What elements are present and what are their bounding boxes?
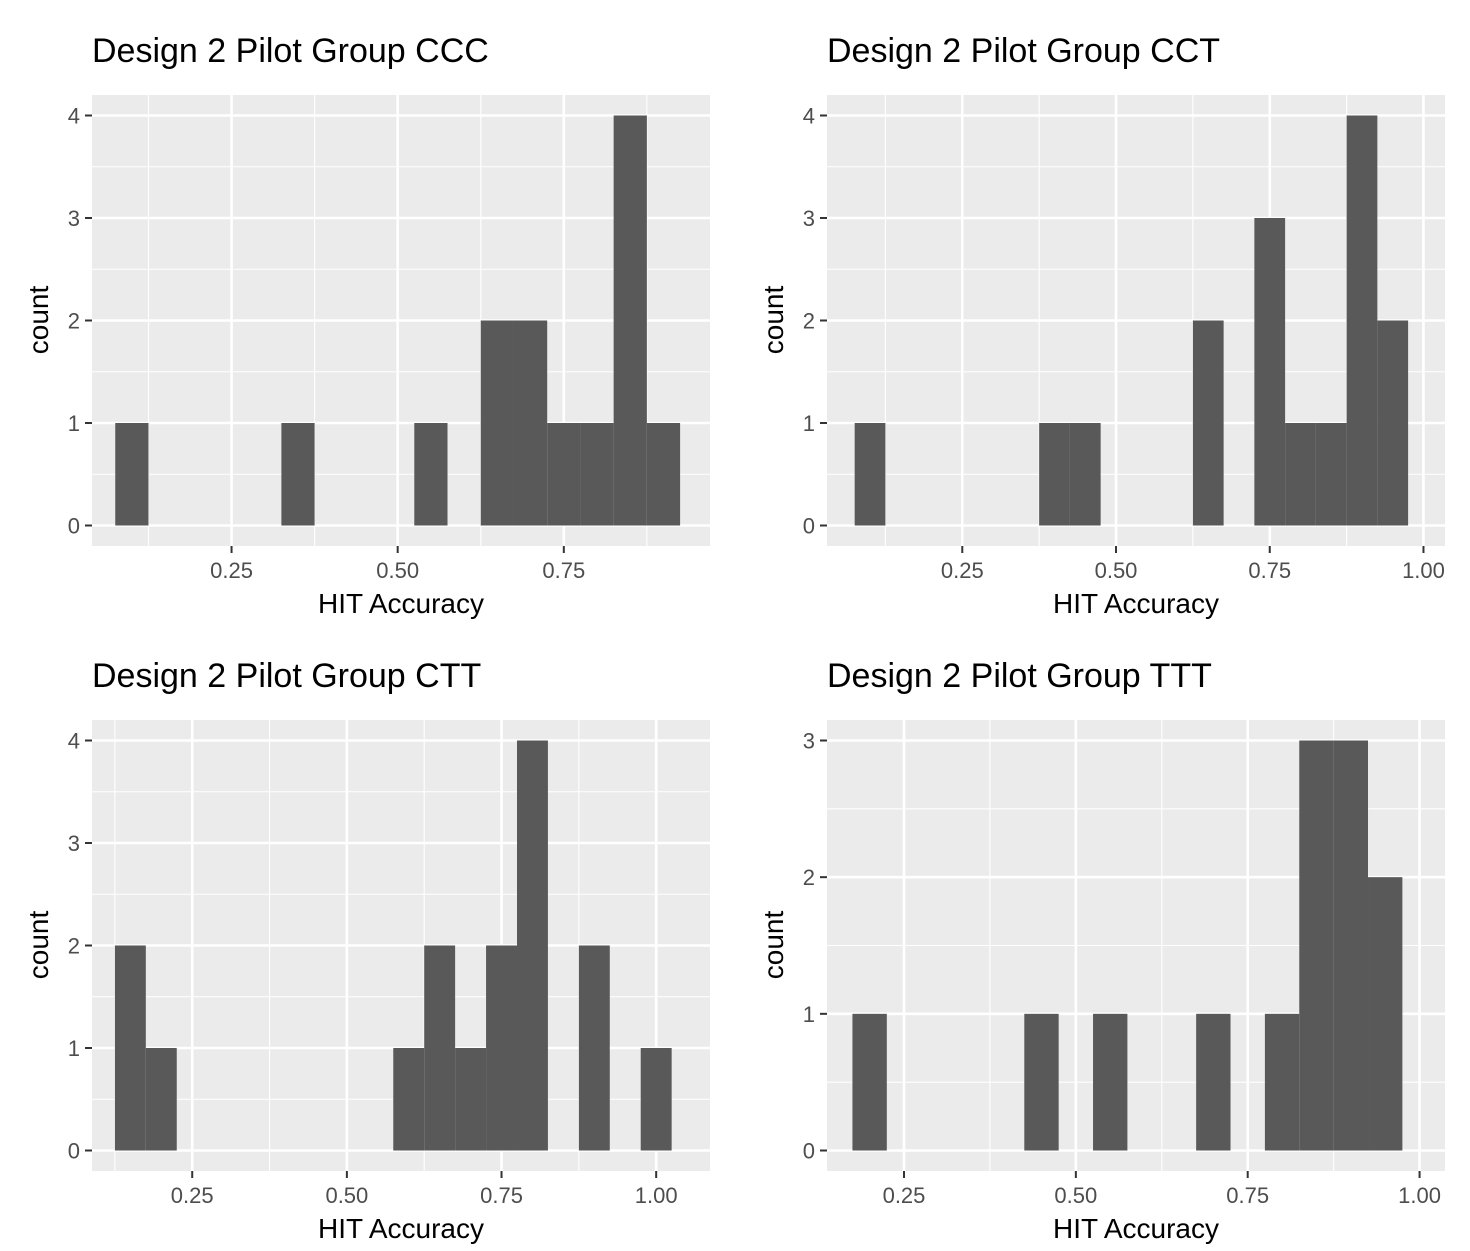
- x-axis-label: HIT Accuracy: [1053, 588, 1219, 619]
- x-tick-label: 0.25: [941, 558, 984, 583]
- y-axis-label: count: [23, 910, 54, 980]
- y-tick-label: 0: [803, 1139, 815, 1164]
- histogram-bar: [613, 115, 647, 526]
- x-tick-label: 0.75: [542, 558, 585, 583]
- x-tick-label: 1.00: [1402, 558, 1445, 583]
- x-tick-label: 1.00: [1398, 1183, 1441, 1208]
- histogram-plot: 0.25 0.50 0.75 0 1 2 3 4: [68, 95, 710, 583]
- histogram-plot: 0.25 0.50 0.75 1.00 0 1 2 3 4: [68, 720, 710, 1208]
- x-tick-label: 0.75: [1226, 1183, 1269, 1208]
- x-tick-label: 0.25: [171, 1183, 214, 1208]
- histogram-bar: [1254, 218, 1286, 526]
- x-tick-label: 0.25: [883, 1183, 926, 1208]
- histogram-bar: [281, 423, 315, 526]
- histogram-bar: [1192, 320, 1224, 526]
- y-tick-label: 4: [803, 104, 815, 129]
- y-tick-label: 0: [68, 514, 80, 539]
- histogram-bar: [455, 1048, 487, 1151]
- y-tick-label: 2: [803, 309, 815, 334]
- x-tick-label: 0.50: [1054, 1183, 1097, 1208]
- y-tick-label: 1: [803, 1002, 815, 1027]
- y-tick-label: 3: [68, 206, 80, 231]
- histogram-bar: [480, 320, 514, 526]
- histogram-bar: [1315, 423, 1347, 526]
- histogram-plot: 0.25 0.50 0.75 1.00 0 1 2 3 4: [803, 95, 1445, 583]
- y-tick-label: 2: [803, 865, 815, 890]
- x-tick-label: 0.50: [1095, 558, 1138, 583]
- y-tick-label: 4: [68, 729, 80, 754]
- chart-panel-cct: Design 2 Pilot Group CCT 0.25 0.50 0.75 1.0…: [735, 0, 1470, 625]
- y-tick-label: 0: [68, 1139, 80, 1164]
- x-tick-label: 0.75: [1248, 558, 1291, 583]
- x-axis-label: HIT Accuracy: [318, 588, 484, 619]
- histogram-bar: [1039, 423, 1070, 526]
- x-tick-label: 0.50: [376, 558, 419, 583]
- histogram-bar: [414, 423, 448, 526]
- histogram-bar: [852, 1013, 887, 1151]
- y-tick-label: 3: [68, 831, 80, 856]
- histogram-bar: [1299, 740, 1334, 1151]
- y-tick-label: 3: [803, 206, 815, 231]
- histogram-bar: [578, 945, 610, 1151]
- histogram-bar: [486, 945, 517, 1151]
- y-tick-label: 3: [803, 729, 815, 754]
- histogram-bar: [1264, 1013, 1300, 1151]
- histogram-bar: [1069, 423, 1101, 526]
- y-tick-label: 1: [68, 1036, 80, 1061]
- histogram-plot: 0.25 0.50 0.75 1.00 0 1 2 3: [803, 720, 1445, 1208]
- x-axis-label: HIT Accuracy: [1053, 1213, 1219, 1244]
- histogram-bar: [114, 945, 146, 1151]
- histogram-bar: [424, 945, 456, 1151]
- chart-panel-ttt: Design 2 Pilot Group TTT 0.25 0.50 0.75 1.0…: [735, 625, 1470, 1251]
- histogram-bar: [1285, 423, 1316, 526]
- histogram-bar: [580, 423, 614, 526]
- y-tick-label: 1: [803, 411, 815, 436]
- chart-title: Design 2 Pilot Group TTT: [827, 657, 1212, 695]
- histogram-bar: [854, 423, 886, 526]
- histogram-bar: [1024, 1013, 1059, 1151]
- chart-panel-ccc: Design 2 Pilot Group CCC 0.25 0.50 0.75 0 1 2…: [0, 0, 735, 625]
- histogram-bar: [1333, 740, 1369, 1151]
- x-tick-label: 0.25: [210, 558, 253, 583]
- x-tick-label: 0.75: [480, 1183, 523, 1208]
- y-tick-label: 2: [68, 309, 80, 334]
- chart-title: Design 2 Pilot Group CCT: [827, 32, 1221, 70]
- y-tick-label: 2: [68, 934, 80, 959]
- x-axis-label: HIT Accuracy: [318, 1213, 484, 1244]
- y-axis-label: count: [758, 910, 789, 980]
- y-tick-label: 4: [68, 104, 80, 129]
- histogram-bar: [115, 423, 149, 526]
- histogram-bar: [646, 423, 681, 526]
- y-axis-label: count: [758, 285, 789, 355]
- histogram-bar: [1196, 1013, 1231, 1151]
- chart-title: Design 2 Pilot Group CCC: [92, 32, 489, 70]
- x-tick-label: 1.00: [635, 1183, 678, 1208]
- histogram-bar: [1346, 115, 1378, 526]
- histogram-bar: [1377, 320, 1409, 526]
- chart-panel-ctt: Design 2 Pilot Group CTT 0.25 0.50 0.75 1.0…: [0, 625, 735, 1251]
- histogram-bar: [145, 1048, 177, 1151]
- x-tick-label: 0.50: [325, 1183, 368, 1208]
- y-tick-label: 0: [803, 514, 815, 539]
- histogram-bar: [547, 423, 581, 526]
- histogram-bar: [393, 1048, 425, 1151]
- histogram-bar: [1368, 877, 1403, 1151]
- y-axis-label: count: [23, 285, 54, 355]
- histogram-bar: [516, 740, 548, 1151]
- chart-title: Design 2 Pilot Group CTT: [92, 657, 482, 695]
- histogram-bar: [640, 1048, 672, 1151]
- y-tick-label: 1: [68, 411, 80, 436]
- histogram-bar: [1093, 1013, 1128, 1151]
- histogram-bar: [513, 320, 548, 526]
